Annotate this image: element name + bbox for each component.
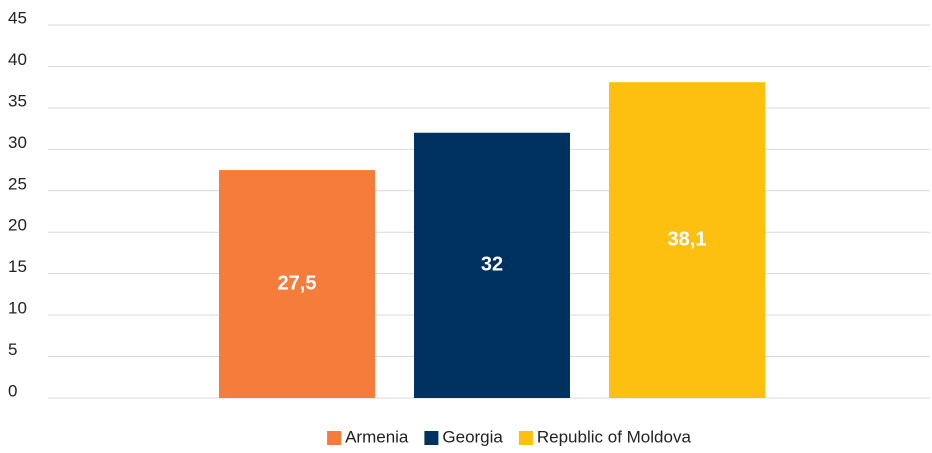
y-tick-label: 35 <box>8 91 27 110</box>
legend-label: Republic of Moldova <box>537 427 692 446</box>
legend-label: Georgia <box>442 427 503 446</box>
y-tick-label: 10 <box>8 299 27 318</box>
y-tick-label: 5 <box>8 340 17 359</box>
y-tick-label: 40 <box>8 50 27 69</box>
y-tick-label: 30 <box>8 133 27 152</box>
legend-label: Armenia <box>345 427 409 446</box>
legend-swatch <box>424 431 439 445</box>
y-tick-label: 25 <box>8 174 27 193</box>
legend-swatch <box>327 431 342 445</box>
bar <box>609 82 765 399</box>
bar <box>414 132 570 398</box>
data-label: 32 <box>481 254 503 276</box>
bar <box>219 170 375 398</box>
y-tick-label: 15 <box>8 257 27 276</box>
y-tick-label: 20 <box>8 216 27 235</box>
data-label: 38,1 <box>668 228 707 250</box>
legend-swatch <box>518 431 533 445</box>
y-tick-label: 0 <box>8 381 17 400</box>
data-label: 27,5 <box>278 272 317 294</box>
y-tick-label: 45 <box>8 8 27 27</box>
